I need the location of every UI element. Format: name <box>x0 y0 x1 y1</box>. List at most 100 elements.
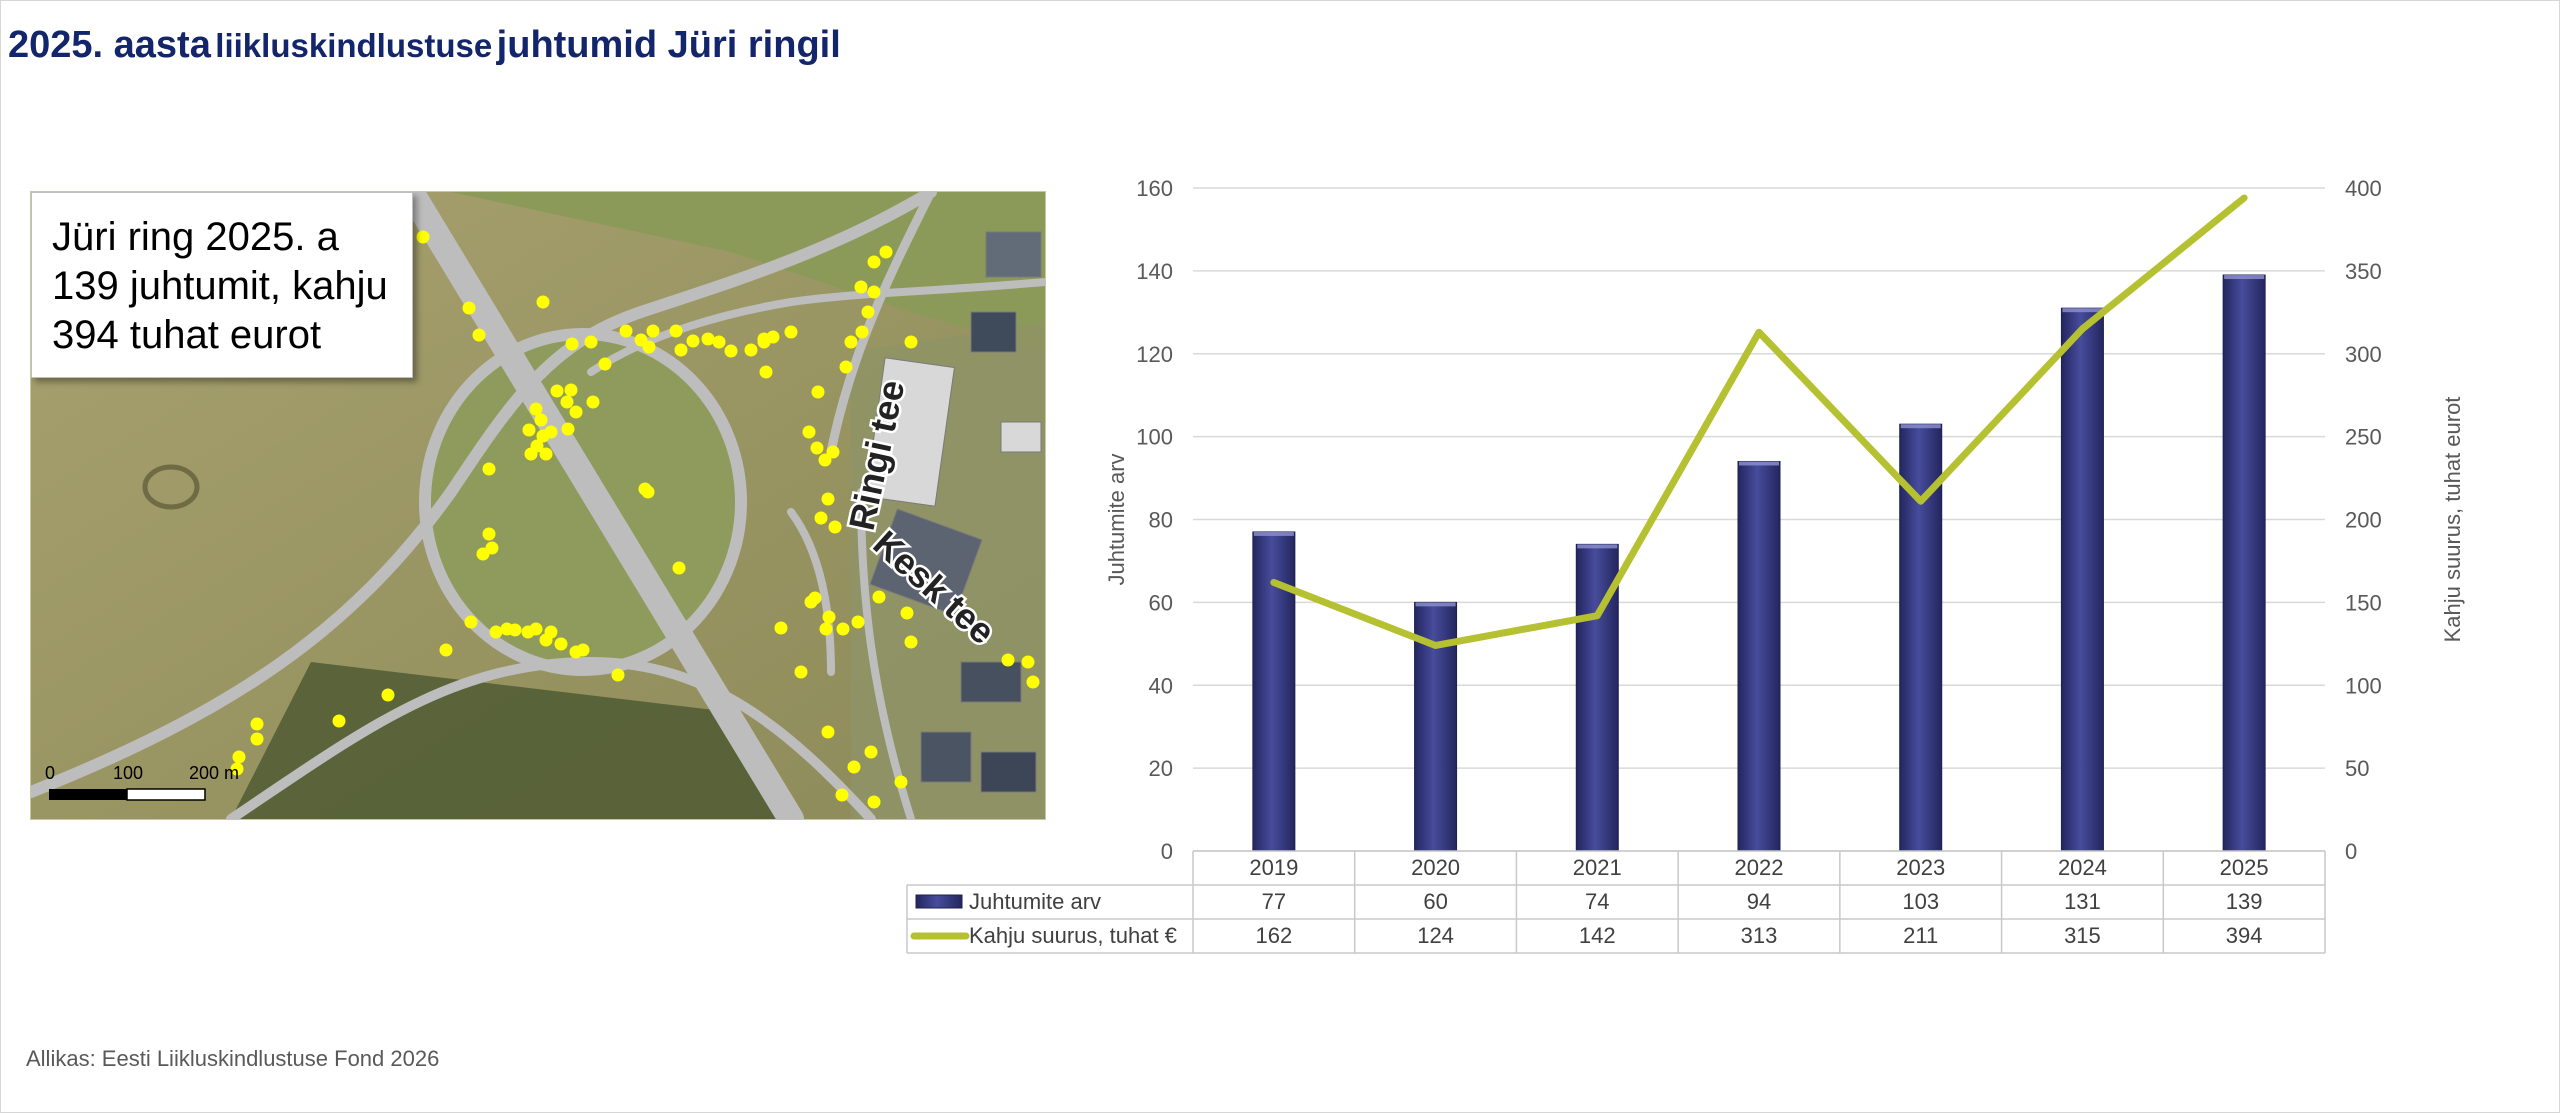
accident-marker <box>611 668 625 682</box>
accident-marker <box>232 750 246 764</box>
table-cell: 77 <box>1262 889 1286 914</box>
y2-tick-label: 250 <box>2345 425 2382 450</box>
bar-top-highlight <box>1900 424 1941 429</box>
table-cell: 74 <box>1585 889 1609 914</box>
accident-marker <box>844 335 858 349</box>
table-cell: 162 <box>1255 923 1292 948</box>
line-series <box>1270 194 2248 649</box>
accident-marker <box>564 383 578 397</box>
accident-marker <box>835 788 849 802</box>
accident-markers <box>230 230 1040 809</box>
y2-tick-label: 50 <box>2345 756 2369 781</box>
table-cell: 394 <box>2226 923 2263 948</box>
bar-top-highlight <box>1577 544 1618 549</box>
accident-marker <box>539 447 553 461</box>
x-tick-label: 2024 <box>2058 855 2107 880</box>
accident-marker <box>744 343 758 357</box>
accident-marker <box>855 325 869 339</box>
accident-marker <box>489 625 503 639</box>
accident-marker <box>804 595 818 609</box>
road-network <box>31 192 1045 819</box>
accident-marker <box>794 665 808 679</box>
accident-marker <box>584 335 598 349</box>
accident-marker <box>332 714 346 728</box>
accident-marker <box>524 447 538 461</box>
accident-marker <box>536 295 550 309</box>
accident-marker <box>561 422 575 436</box>
accident-marker <box>724 344 738 358</box>
accident-marker <box>904 635 918 649</box>
accident-marker <box>416 230 430 244</box>
accident-marker <box>550 384 564 398</box>
table-cell: 142 <box>1579 923 1616 948</box>
accident-marker <box>230 762 244 776</box>
accident-marker <box>774 621 788 635</box>
table-cell: 315 <box>2064 923 2101 948</box>
x-tick-label: 2020 <box>1411 855 1460 880</box>
accident-marker <box>539 633 553 647</box>
accident-marker <box>472 328 486 342</box>
accident-marker <box>1001 653 1015 667</box>
accident-marker <box>836 622 850 636</box>
aerial-map: Ringi tee Kesk tee 0 100 200 m Jüri ring… <box>30 191 1046 820</box>
y-tick-label: 20 <box>1149 756 1173 781</box>
accident-marker <box>560 395 574 409</box>
accident-marker <box>544 425 558 439</box>
accident-marker <box>851 615 865 629</box>
table-cell: 103 <box>1902 889 1939 914</box>
y2-axis-label: Kahju suurus, tuhat eurot <box>2440 397 2465 643</box>
accident-marker <box>811 385 825 399</box>
accident-marker <box>482 462 496 476</box>
x-tick-label: 2025 <box>2220 855 2269 880</box>
y2-tick-label: 200 <box>2345 508 2382 533</box>
accident-marker <box>565 337 579 351</box>
info-line-1: Jüri ring 2025. a <box>52 215 339 259</box>
buildings <box>865 231 1042 793</box>
accident-marker <box>1026 675 1040 689</box>
bar-2022 <box>1737 460 1781 852</box>
table-cell: 60 <box>1423 889 1447 914</box>
accident-marker <box>464 615 478 629</box>
accident-marker <box>861 305 875 319</box>
y-tick-label: 0 <box>1161 839 1173 864</box>
bar-series <box>1252 274 2266 852</box>
bar-top-highlight <box>2224 275 2265 280</box>
y2-tick-label: 350 <box>2345 259 2382 284</box>
accident-marker <box>554 637 568 651</box>
page-title: 2025. aasta liikluskindlustuse juhtumid … <box>8 24 841 67</box>
x-tick-label: 2023 <box>1896 855 1945 880</box>
bar-2023 <box>1899 423 1943 852</box>
x-tick-label: 2022 <box>1735 855 1784 880</box>
table-cell: 124 <box>1417 923 1454 948</box>
accident-marker <box>757 335 771 349</box>
table-cell: 131 <box>2064 889 2101 914</box>
accident-marker <box>672 561 686 575</box>
map-info-box: Jüri ring 2025. a 139 juhtumit, kahju 39… <box>31 192 413 378</box>
accident-marker <box>784 325 798 339</box>
forest-area <box>231 662 791 819</box>
accident-marker <box>482 527 496 541</box>
bar-2024 <box>2060 307 2104 852</box>
y-tick-label: 80 <box>1149 508 1173 533</box>
accident-marker <box>821 492 835 506</box>
scale-label-200: 200 m <box>189 763 239 783</box>
accident-marker <box>854 280 868 294</box>
accident-marker <box>867 255 881 269</box>
accident-marker <box>462 301 476 315</box>
accident-marker <box>847 760 861 774</box>
scale-bar: 0 100 200 m <box>45 763 239 801</box>
data-table: 2019 2020 2021 2022 2023 2024 2025 Juhtumite ar… <box>906 850 2326 954</box>
info-line-2: 139 juhtumit, kahju <box>52 264 388 308</box>
bar-top-highlight <box>2062 308 2103 313</box>
accident-marker <box>701 332 715 346</box>
accident-marker <box>250 717 264 731</box>
accident-marker <box>814 511 828 525</box>
y2-tick-label: 300 <box>2345 342 2382 367</box>
accident-marker <box>634 333 648 347</box>
accident-marker <box>619 324 633 338</box>
map-image: Ringi tee Kesk tee 0 100 200 m <box>31 192 1045 819</box>
accident-marker <box>712 335 726 349</box>
accident-marker <box>522 423 536 437</box>
accident-marker <box>569 405 583 419</box>
accident-marker <box>669 324 683 338</box>
